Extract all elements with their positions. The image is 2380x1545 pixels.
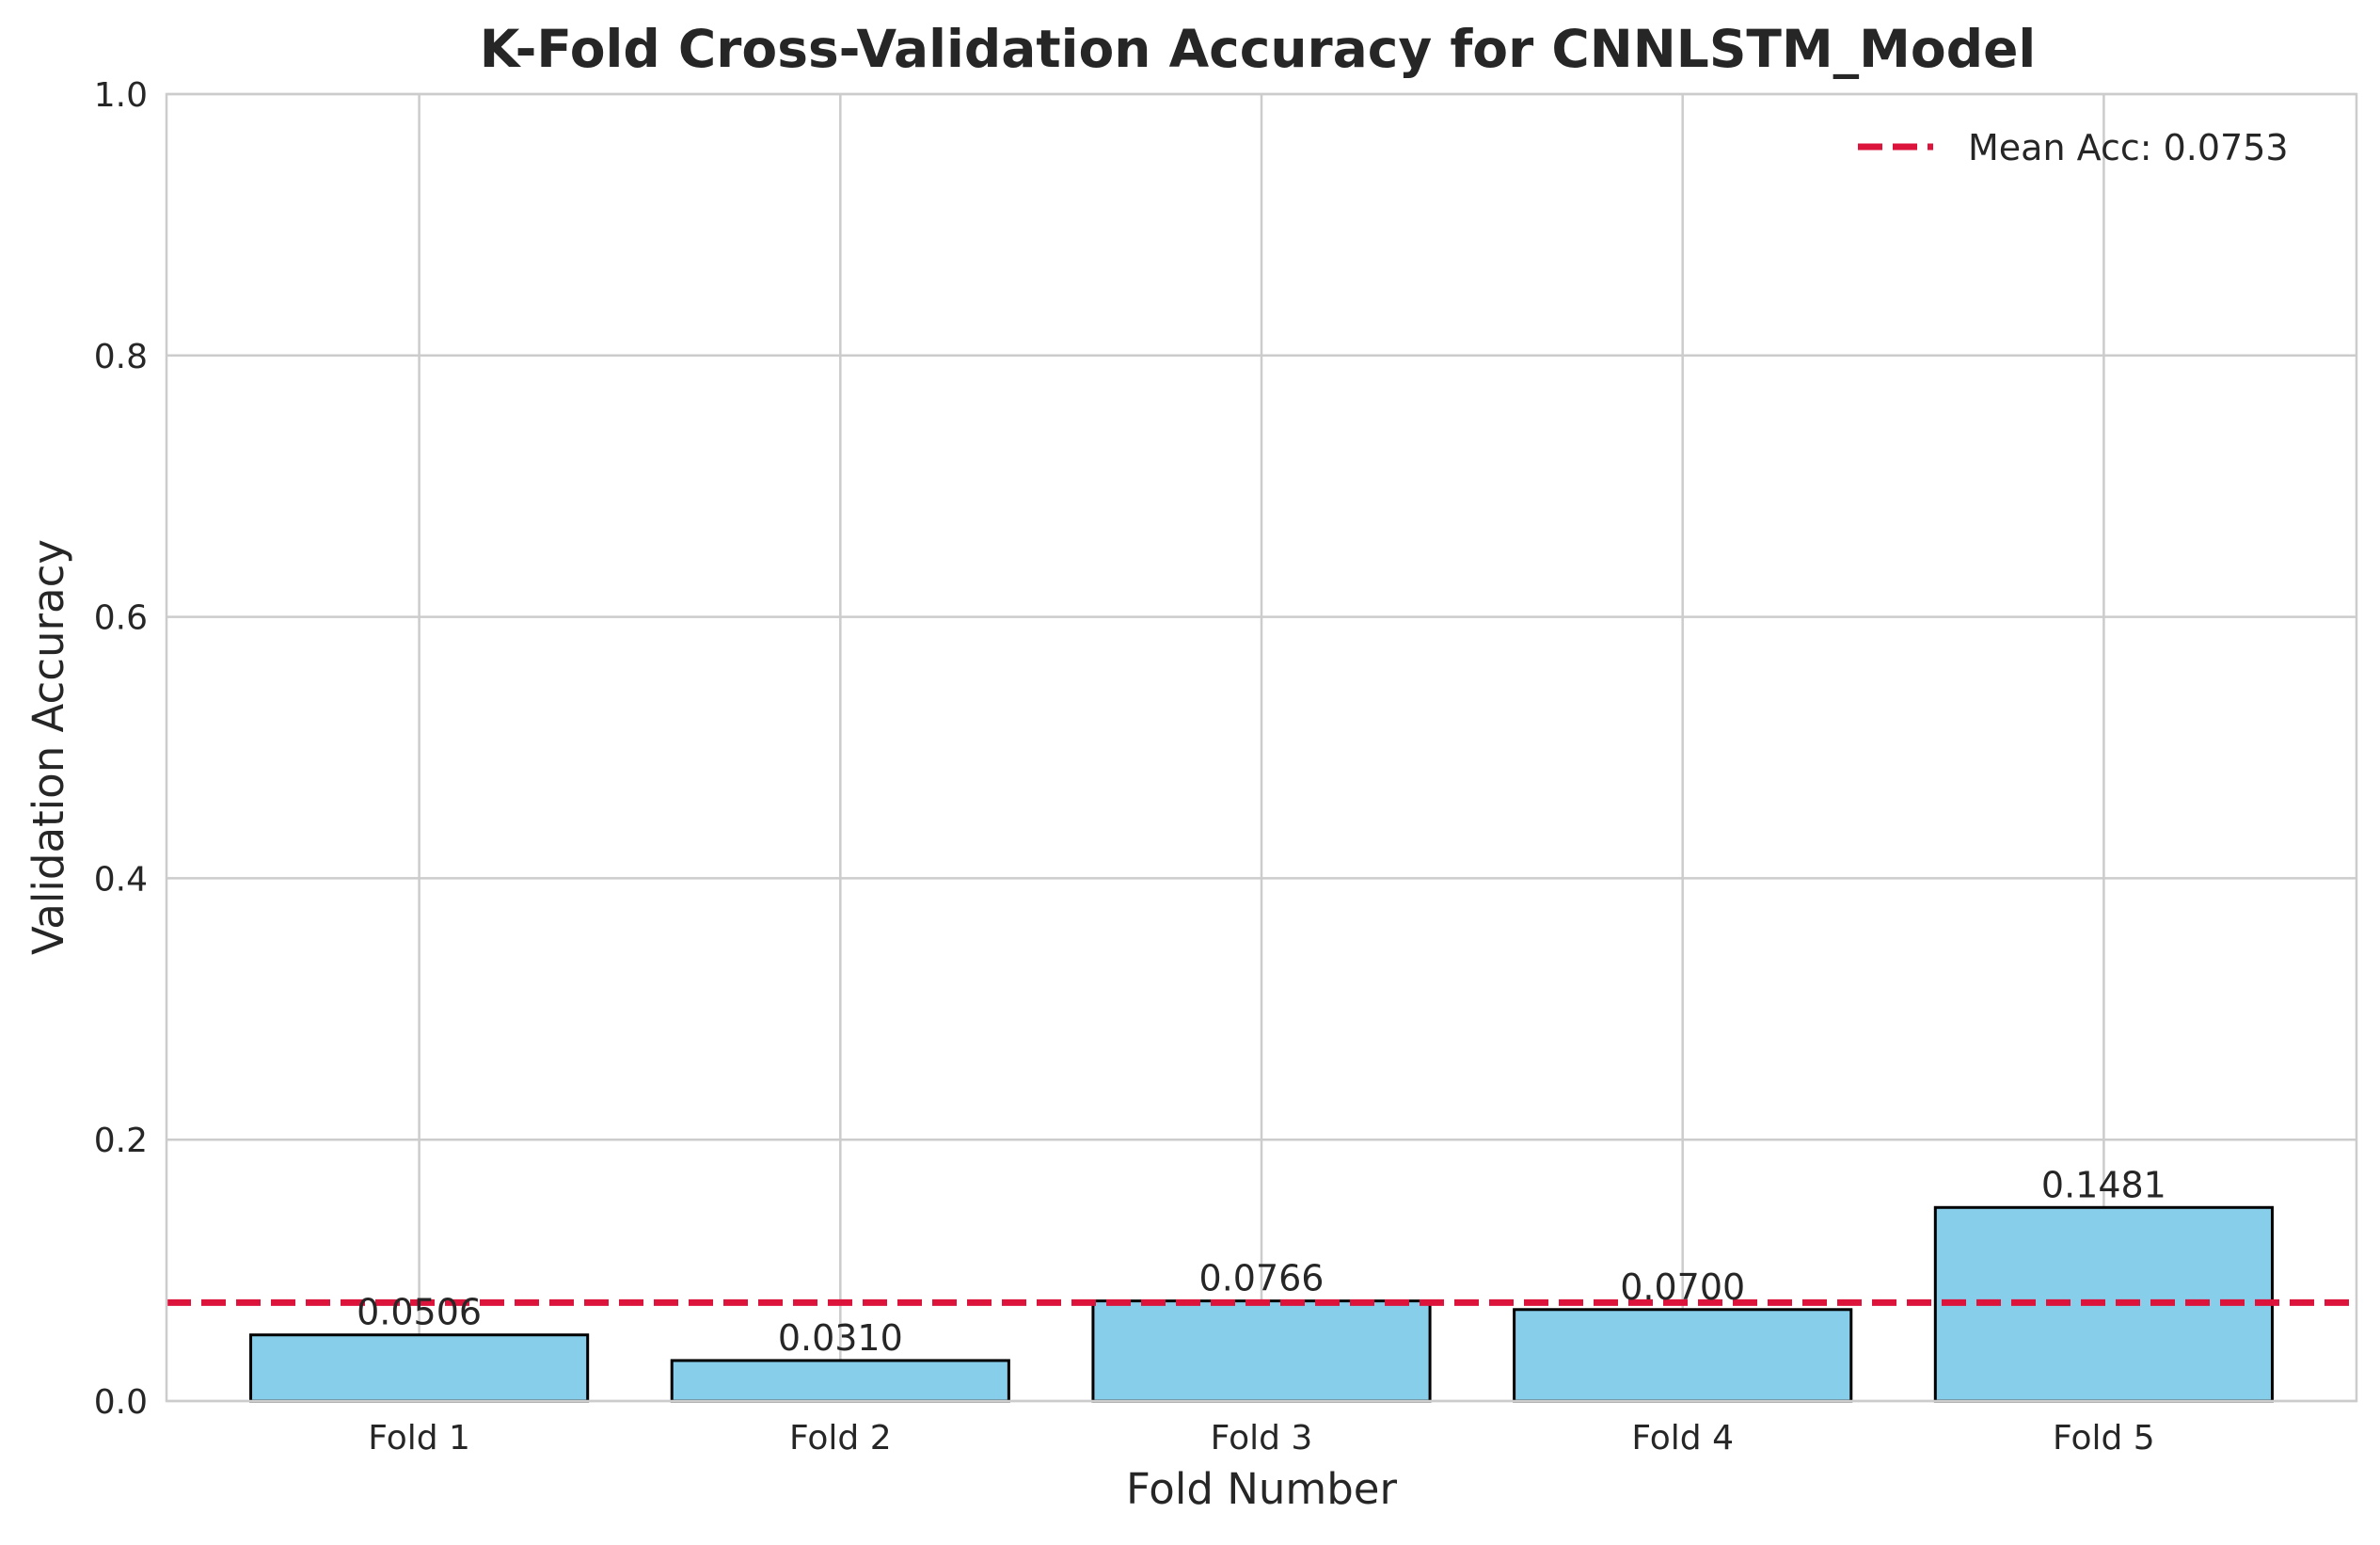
bar-value-label: 0.0506: [357, 1292, 482, 1333]
bar-value-label: 0.0700: [1620, 1266, 1745, 1308]
bars-layer: [249, 1205, 2274, 1403]
y-axis-label: Validation Accuracy: [24, 539, 73, 955]
legend: Mean Acc: 0.0753: [1858, 127, 2289, 168]
x-tick-label: Fold 2: [789, 1419, 892, 1457]
plot-frame: [165, 92, 2358, 1403]
y-tick-label: 0.4: [94, 860, 148, 899]
x-tick-label: Fold 4: [1631, 1419, 1734, 1457]
x-tick-label: Fold 5: [2053, 1419, 2155, 1457]
bar-3: [1091, 1299, 1432, 1403]
bar-value-label: 0.0310: [778, 1317, 903, 1359]
chart-title: K-Fold Cross-Validation Accuracy for CNN…: [480, 19, 2036, 79]
y-tick-label: 0.0: [94, 1383, 148, 1422]
bar-1: [249, 1333, 590, 1403]
y-tick-label: 1.0: [94, 76, 148, 115]
bar-value-label: 0.0766: [1199, 1258, 1325, 1299]
grid-layer: [167, 92, 2356, 1403]
value-labels-layer: 0.0506 0.0310 0.0766 0.0700 0.1481: [357, 1164, 2166, 1359]
legend-mean-label: Mean Acc: 0.0753: [1968, 127, 2289, 168]
x-axis-label: Fold Number: [1126, 1464, 1397, 1514]
x-tick-label: Fold 3: [1211, 1419, 1313, 1457]
bar-value-label: 0.1481: [2041, 1164, 2166, 1205]
y-tick-label: 0.8: [94, 338, 148, 376]
ticks-layer: 0.0 0.2 0.4 0.6 0.8 1.0 Fold 1 Fold 2 Fold 3 Fold…: [94, 76, 2155, 1457]
y-tick-label: 0.6: [94, 599, 148, 638]
x-tick-label: Fold 1: [368, 1419, 470, 1457]
bar-4: [1513, 1308, 1853, 1403]
y-tick-label: 0.2: [94, 1122, 148, 1160]
bar-2: [670, 1359, 1010, 1403]
